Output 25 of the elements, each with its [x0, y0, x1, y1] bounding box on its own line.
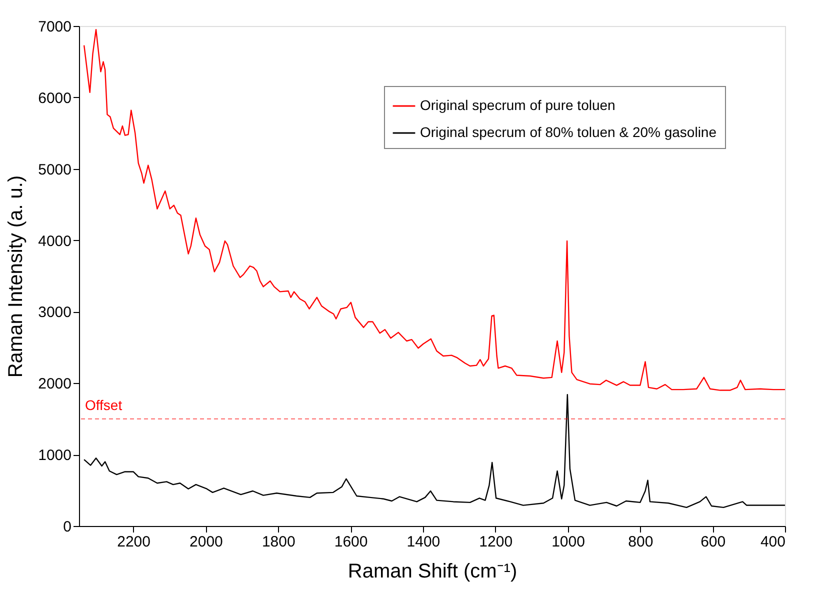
y-tick-label: 3000	[38, 304, 72, 322]
x-tick-label: 800	[628, 534, 654, 550]
x-tick-label: 1800	[262, 534, 296, 550]
y-tick-label: 2000	[38, 376, 72, 393]
y-tick-label: 4000	[38, 232, 72, 250]
legend-label: Original specrum of pure toluen	[420, 97, 616, 113]
x-tick-label: 2000	[190, 534, 223, 550]
x-tick-label: 1600	[334, 534, 368, 550]
y-tick-label: 6000	[38, 90, 72, 107]
x-tick-label: 1000	[552, 534, 585, 550]
x-tick-label: 1200	[479, 534, 513, 550]
y-tick-label: 0	[63, 518, 72, 536]
x-tick-label: 1400	[406, 534, 440, 550]
y-tick-label: 1000	[38, 447, 72, 464]
y-tick-label: 5000	[38, 161, 72, 178]
y-axis-title: Raman Intensity (a. u.)	[5, 175, 28, 378]
x-axis-title: Raman Shift (cm⁻¹)	[348, 560, 518, 582]
x-tick-label: 600	[700, 534, 726, 550]
line-series	[83, 394, 786, 508]
line-series	[83, 28, 786, 391]
y-tick-label: 7000	[38, 18, 72, 36]
x-tick-label: 400	[760, 534, 786, 550]
ref-line-label: Offset	[85, 396, 122, 413]
x-tick-label: 2200	[117, 534, 150, 550]
legend-label: Original specrum of 80% toluen & 20% gasoline	[420, 124, 717, 140]
